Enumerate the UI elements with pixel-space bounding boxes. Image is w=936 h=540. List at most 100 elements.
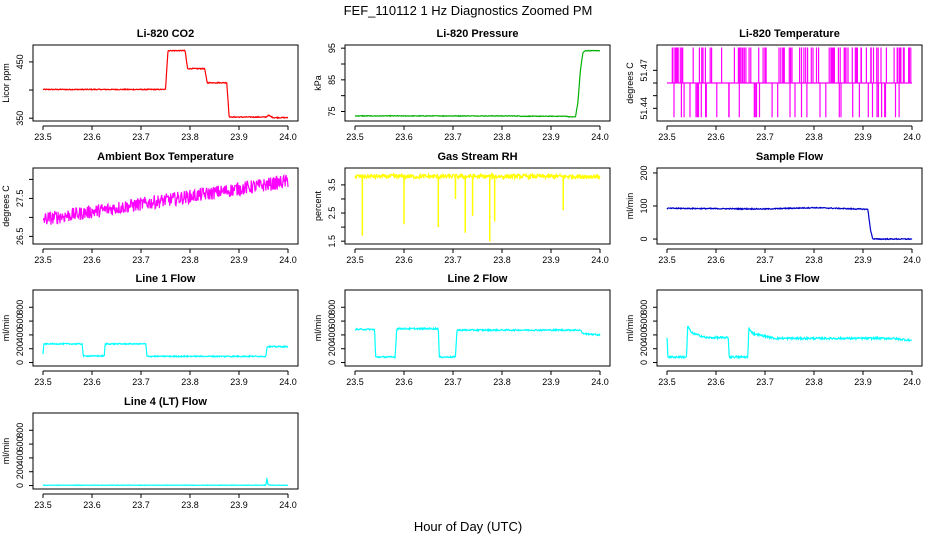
x-tick-label: 23.8 [493, 132, 511, 142]
panel-3: Li-820 Temperature degrees C 51.44 51.47 23.… [625, 28, 923, 142]
y-axis-label: ml/min [625, 315, 635, 342]
plot-frame [344, 167, 611, 245]
series-line [354, 171, 601, 181]
y-tick-label: 200 [15, 464, 25, 479]
x-tick-label: 23.8 [181, 255, 199, 265]
y-tick-label: 51.44 [639, 97, 649, 120]
x-tick-label: 23.8 [181, 132, 199, 142]
x-tick-label: 23.5 [658, 255, 676, 265]
x-tick-label: 23.6 [707, 255, 725, 265]
series-switching [671, 47, 912, 118]
x-tick-label: 24.0 [279, 255, 297, 265]
y-tick-label: 26.5 [15, 228, 25, 246]
panel-title: Line 1 Flow [136, 273, 196, 285]
y-tick-label: 600 [639, 314, 649, 329]
x-tick-label: 23.6 [395, 377, 413, 387]
y-axis-label: percent [313, 190, 323, 221]
x-tick-label: 23.8 [805, 132, 823, 142]
x-tick-label: 23.8 [805, 377, 823, 387]
x-tick-label: 23.6 [395, 132, 413, 142]
x-tick-label: 24.0 [903, 255, 921, 265]
x-tick-label: 23.9 [854, 377, 872, 387]
y-tick-label: 0 [639, 360, 649, 365]
x-tick-label: 23.5 [346, 255, 364, 265]
plot-frame [344, 44, 611, 122]
panel-4: Ambient Box Temperature degrees C 26.5 27.5… [1, 151, 299, 265]
plot-frame [32, 289, 299, 367]
x-tick-label: 23.8 [493, 255, 511, 265]
figure-title: FEF_110112 1 Hz Diagnostics Zoomed PM [344, 3, 593, 18]
x-tick-label: 23.9 [230, 255, 248, 265]
series-line [42, 477, 289, 487]
panel-title: Gas Stream RH [437, 151, 517, 163]
panel-2: Li-820 Pressure kPa 75 85 95 23.5 23.6 23.7 23.8… [313, 28, 611, 142]
x-tick-label: 23.7 [756, 132, 774, 142]
x-tick-label: 23.9 [854, 255, 872, 265]
x-tick-label: 23.9 [230, 132, 248, 142]
y-tick-label: 450 [15, 54, 25, 69]
plot-frame [32, 44, 299, 122]
plot-frame [32, 167, 299, 245]
panel-title: Line 4 (LT) Flow [124, 396, 207, 408]
y-tick-label: 400 [15, 327, 25, 342]
x-tick-label: 23.9 [542, 377, 560, 387]
x-tick-label: 23.8 [493, 377, 511, 387]
plot-frame [344, 289, 611, 367]
series-line [42, 49, 289, 120]
y-tick-label: 0 [15, 483, 25, 488]
x-tick-label: 24.0 [279, 500, 297, 510]
y-tick-label: 200 [639, 341, 649, 356]
x-tick-label: 24.0 [279, 132, 297, 142]
x-tick-label: 23.7 [444, 377, 462, 387]
x-tick-label: 23.8 [181, 377, 199, 387]
x-tick-label: 23.6 [707, 377, 725, 387]
y-tick-label: 200 [15, 341, 25, 356]
panel-6: Sample Flow ml/min 0 100 200 23.5 23.6 23.7 23.8… [625, 151, 923, 265]
y-tick-label: 0 [639, 237, 649, 242]
x-tick-label: 23.7 [132, 500, 150, 510]
y-tick-label: 200 [327, 341, 337, 356]
x-tick-label: 23.5 [346, 377, 364, 387]
x-tick-label: 23.5 [658, 132, 676, 142]
y-tick-label: 0 [327, 360, 337, 365]
y-tick-label: 85 [327, 75, 337, 85]
x-tick-label: 23.5 [346, 132, 364, 142]
panels: Li-820 CO2 Licor ppm 350 450 23.5 23.6 23.7 23.… [1, 28, 923, 510]
x-tick-label: 24.0 [903, 132, 921, 142]
panel-5: Gas Stream RH percent 1.5 2.5 3.5 23.5 23.6 23.… [313, 151, 611, 265]
series-line [354, 49, 601, 118]
x-tick-label: 23.6 [83, 377, 101, 387]
x-tick-label: 24.0 [591, 377, 609, 387]
y-tick-label: 2.5 [327, 207, 337, 220]
x-tick-label: 23.8 [805, 255, 823, 265]
x-tick-label: 24.0 [279, 377, 297, 387]
y-tick-label: 0 [15, 360, 25, 365]
series-line [42, 173, 289, 225]
panel-1: Li-820 CO2 Licor ppm 350 450 23.5 23.6 23.7 23.… [1, 28, 299, 142]
x-tick-label: 23.6 [395, 255, 413, 265]
series-line [42, 342, 289, 359]
x-tick-label: 23.7 [132, 377, 150, 387]
x-tick-label: 24.0 [903, 377, 921, 387]
y-tick-label: 51.47 [639, 59, 649, 82]
x-tick-label: 23.6 [83, 255, 101, 265]
x-tick-label: 23.8 [181, 500, 199, 510]
y-tick-label: 95 [327, 43, 337, 53]
plot-frame [656, 167, 923, 245]
y-tick-label: 200 [639, 165, 649, 180]
y-tick-label: 800 [639, 300, 649, 315]
y-tick-label: 800 [15, 423, 25, 438]
x-tick-label: 23.7 [756, 255, 774, 265]
y-axis-label: kPa [313, 75, 323, 91]
y-tick-label: 800 [15, 300, 25, 315]
y-tick-label: 3.5 [327, 179, 337, 192]
y-tick-label: 600 [15, 314, 25, 329]
y-tick-label: 400 [15, 450, 25, 465]
y-tick-label: 600 [327, 314, 337, 329]
y-tick-label: 600 [15, 437, 25, 452]
panel-title: Line 3 Flow [760, 273, 820, 285]
